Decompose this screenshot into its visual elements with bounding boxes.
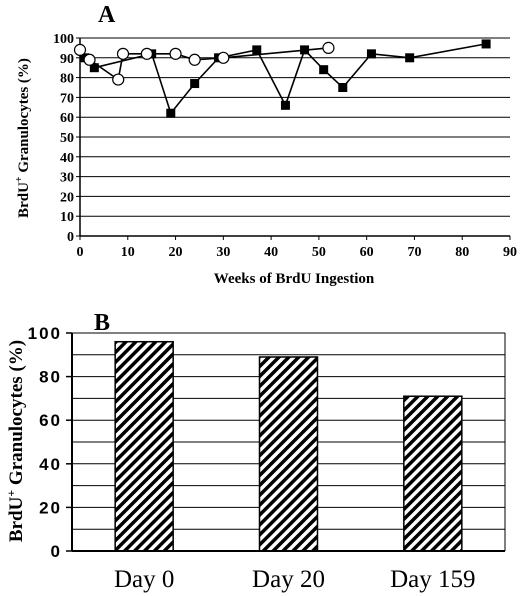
panel-b-category-label: Day 159 (390, 566, 475, 593)
panel-a-circle-point (116, 47, 130, 60)
panel-b-category-labels: Day 0 Day 20 Day 159 (114, 566, 476, 593)
panel-a-square-point (338, 83, 348, 92)
panel-a-gridlines (80, 37, 510, 237)
panel-a-x-axis-label: Weeks of BrdU Ingestion (214, 271, 375, 287)
panel-a-x-tick-label: 70 (407, 245, 421, 260)
panel-a-y-tick-label: 0 (67, 230, 74, 245)
panel-a-square-point (190, 79, 200, 89)
panel-b-y-tick-label: 60 (39, 411, 62, 430)
panel-b-axes (71, 333, 505, 552)
panel-a-x-tick-label: 40 (264, 245, 278, 260)
panel-a-circle-point (188, 53, 201, 66)
panel-b-bar (114, 340, 174, 552)
panel-a-y-tick-label: 40 (60, 151, 74, 166)
panel-a-square-point (481, 39, 491, 49)
panel-a-chart: A 0 10 20 30 40 50 60 70 80 90 0 10 20 30 40 50 60 70 80 9… (14, 2, 517, 287)
panel-a-square-point (166, 108, 176, 118)
panel-a-circle-point (112, 73, 125, 86)
panel-a-y-tick-label: 10 (60, 210, 74, 225)
panel-b-y-tick-label: 80 (39, 368, 62, 387)
panel-a-series (73, 39, 491, 118)
panel-a-x-tick-label: 50 (312, 245, 326, 260)
panel-a-x-tick-label: 80 (455, 245, 469, 260)
panel-a-y-tick-label: 70 (60, 91, 74, 106)
panel-b-y-tick-label: 100 (28, 324, 62, 343)
panel-b-category-label: Day 0 (114, 566, 174, 593)
panel-a-square-point (252, 45, 262, 55)
panel-a-x-tick-label: 90 (503, 245, 517, 260)
panel-a-circle-point (140, 47, 153, 60)
panel-a-x-tick-label: 60 (360, 245, 374, 260)
panel-a-letter: A (98, 2, 116, 28)
panel-a-square-point (405, 53, 415, 63)
panel-a-circle-point (322, 41, 335, 55)
panel-a-circle-point (83, 53, 96, 66)
panel-a-square-point (280, 100, 290, 110)
panel-b-y-axis-label: BrdU+ Granulocytes (%) (4, 340, 27, 542)
panel-b-bars (114, 340, 463, 552)
panel-b-letter: B (94, 310, 110, 336)
panel-a-x-tick-label: 30 (216, 245, 230, 260)
panel-a-y-tick-label: 90 (60, 52, 74, 67)
panel-b-y-tick-label: 40 (39, 455, 62, 474)
panel-b-category-label: Day 20 (252, 566, 325, 593)
panel-a-circle-point (217, 51, 230, 64)
panel-a-y-tick-label: 100 (53, 32, 74, 47)
panel-b-y-ticks: 0 20 40 60 80 100 (28, 324, 72, 561)
panel-b-bar (258, 356, 319, 552)
panel-a-series-line (84, 43, 487, 115)
panel-a-y-axis-label: BrdU+ Granulocytes (%) (14, 58, 32, 218)
panel-a-x-tick-label: 0 (77, 245, 84, 260)
panel-b-bar (403, 395, 463, 552)
panel-b-chart: B 0 20 40 60 80 100 Day 0 Day 20 Day 159 BrdU+ … (4, 310, 506, 593)
panel-a-x-tick-label: 20 (169, 245, 183, 260)
panel-b-y-tick-label: 20 (39, 498, 62, 517)
panel-a-y-tick-label: 50 (60, 131, 74, 146)
panel-a-y-tick-label: 60 (60, 111, 74, 126)
panel-a-circle-point (169, 47, 182, 60)
panel-a-y-tick-label: 80 (60, 72, 74, 87)
panel-a-square-point (319, 65, 329, 75)
panel-a-square-point (366, 49, 376, 59)
panel-a-square-point (89, 63, 99, 73)
panel-a-y-tick-label: 30 (60, 171, 74, 186)
panel-b-y-tick-label: 0 (51, 542, 62, 561)
panel-a-x-ticks: 0 10 20 30 40 50 60 70 80 90 (77, 236, 517, 260)
panel-a-circle-point (73, 43, 87, 56)
panel-a-x-tick-label: 10 (121, 245, 135, 260)
panel-a-y-ticks: 0 10 20 30 40 50 60 70 80 90 100 (53, 32, 80, 245)
panel-a-y-tick-label: 20 (60, 190, 74, 205)
